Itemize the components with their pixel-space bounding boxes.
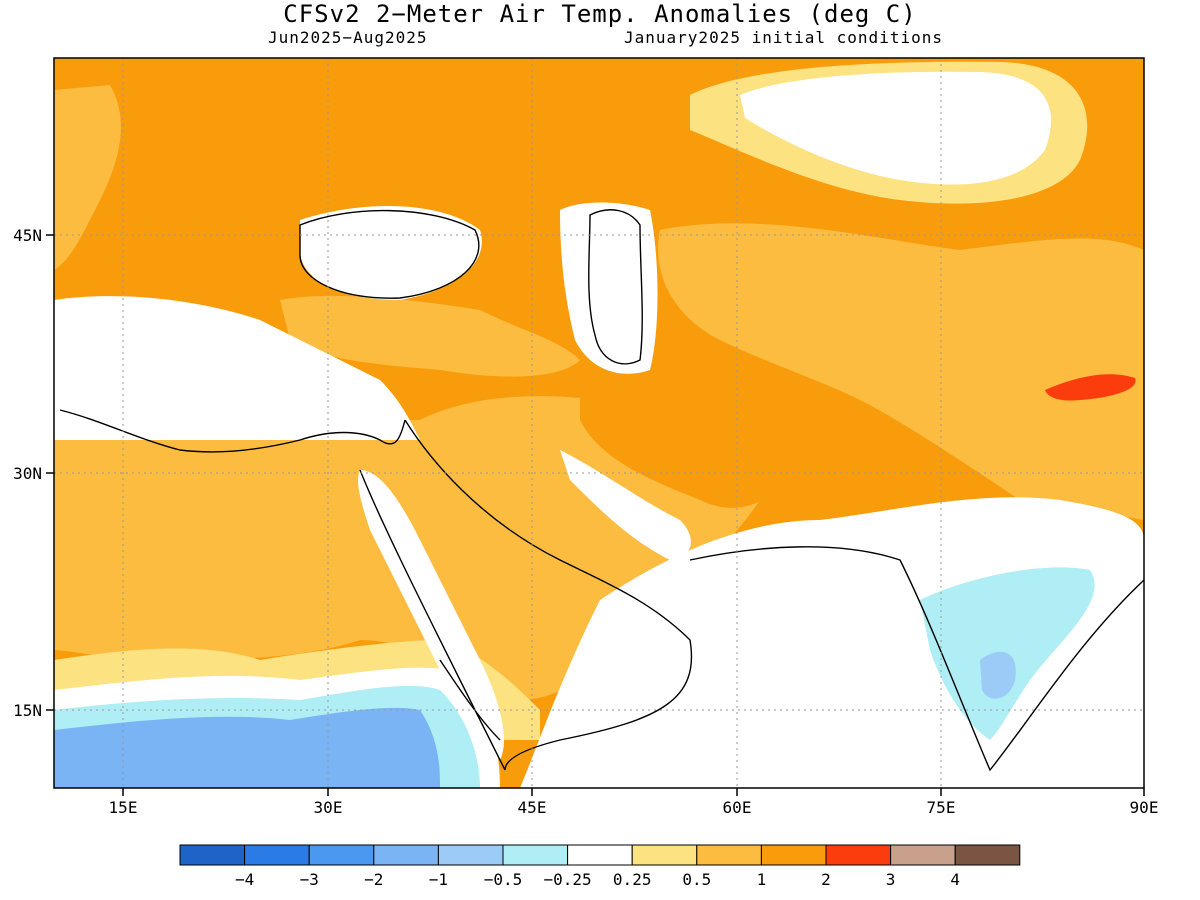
coastline-mediterranean (59, 409, 406, 453)
coastline-black-sea (299, 209, 480, 299)
anomaly-fill-white-mediterranean (54, 296, 420, 440)
initial-conditions: January2025 initial conditions (624, 28, 943, 47)
colorbar-label: −1 (429, 870, 448, 889)
lon-tick-label: 30E (314, 798, 343, 817)
colorbar-label: −0.5 (484, 870, 523, 889)
colorbar-swatch (437, 844, 504, 866)
lon-tick-label: 75E (927, 798, 956, 817)
colorbar-label: 1 (757, 870, 767, 889)
lon-tick-label: 45E (518, 798, 547, 817)
axis-ticks (46, 234, 1145, 796)
anomaly-fill-white-black-sea (300, 206, 482, 300)
anomaly-fill-light-orange-east (658, 223, 1144, 521)
anomaly-fill-white-red-sea (358, 470, 504, 760)
lat-tick-labels: 45N 30N 15N (13, 226, 42, 720)
coastlines (59, 209, 1144, 772)
lat-tick-label: 15N (13, 701, 42, 720)
anomaly-fill-white-caspian (560, 202, 658, 374)
anomaly-fill-red-tibet (1045, 374, 1136, 401)
lon-tick-label: 60E (723, 798, 752, 817)
lon-tick-label: 15E (109, 798, 138, 817)
colorbar-label: 3 (886, 870, 896, 889)
lat-tick-label: 30N (13, 464, 42, 483)
colorbar-label: −0.25 (544, 870, 592, 889)
coastline-red-sea (359, 469, 506, 771)
lon-tick-label: 90E (1130, 798, 1159, 817)
anomaly-fill-light-orange-turkey (280, 295, 580, 377)
colorbar-label: −3 (300, 870, 319, 889)
colorbar-swatch (954, 844, 1021, 866)
colorbar-swatch (244, 844, 310, 866)
anomaly-fill-white-north (740, 71, 1052, 185)
anomaly-fill-orange-iran (580, 359, 808, 508)
colorbar-swatch (502, 844, 569, 866)
colorbar-label: 2 (821, 870, 831, 889)
colorbar-swatch (373, 844, 439, 866)
colorbar-swatch (890, 844, 956, 866)
colorbar-swatch (825, 844, 892, 866)
colorbar-swatch (567, 844, 633, 866)
colorbar-label: −4 (235, 870, 254, 889)
forecast-period: Jun2025−Aug2025 (268, 28, 428, 47)
colorbar-label: 4 (950, 870, 960, 889)
colorbar-swatch (760, 844, 827, 866)
colorbar-label: −2 (364, 870, 383, 889)
colorbar-swatch (696, 844, 762, 866)
anomaly-fill-white-persian-gulf (560, 450, 691, 560)
map-title: CFSv2 2−Meter Air Temp. Anomalies (deg C… (283, 0, 917, 28)
colorbar-label: 0.5 (682, 870, 711, 889)
colorbar-label: 0.25 (613, 870, 652, 889)
colorbar-swatch (179, 844, 246, 866)
lon-tick-labels: 15E 30E 45E 60E 75E 90E (109, 798, 1159, 817)
anomaly-fill-blue-india (980, 651, 1016, 699)
graticule (54, 58, 1144, 788)
anomaly-fill-light-orange-europe (54, 85, 121, 270)
map-panel (54, 58, 1144, 788)
coastline-east-africa (439, 659, 501, 741)
coastline-india (689, 546, 1144, 772)
colorbar: −4 −3 −2 −1 −0.5 −0.25 0.25 0.5 1 2 3 4 (179, 844, 1021, 889)
coastline-arabia (404, 419, 693, 771)
coastline-caspian (588, 209, 643, 365)
lat-tick-label: 45N (13, 226, 42, 245)
anomaly-fill-blue-africa (54, 707, 440, 788)
map-frame (53, 57, 1145, 789)
colorbar-swatch (631, 844, 698, 866)
colorbar-swatch (308, 844, 375, 866)
